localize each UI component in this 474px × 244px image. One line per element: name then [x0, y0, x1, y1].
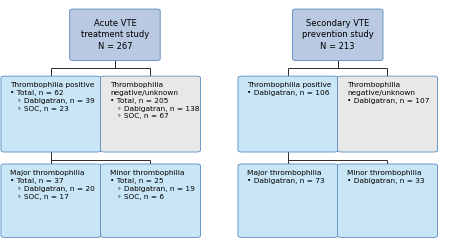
FancyBboxPatch shape [100, 76, 201, 152]
Text: Secondary VTE
prevention study
N = 213: Secondary VTE prevention study N = 213 [302, 19, 374, 51]
Text: Acute VTE
treatment study
N = 267: Acute VTE treatment study N = 267 [81, 19, 149, 51]
Text: Thrombophilia
negative/unknown
• Total, n = 205
   ◦ Dabigatran, n = 138
   ◦ SO: Thrombophilia negative/unknown • Total, … [110, 82, 200, 120]
FancyBboxPatch shape [238, 76, 338, 152]
Text: Major thrombophilia
• Dabigatran, n = 73: Major thrombophilia • Dabigatran, n = 73 [247, 170, 325, 184]
FancyBboxPatch shape [337, 164, 438, 237]
Text: Thrombophilia positive
• Dabigatran, n = 106: Thrombophilia positive • Dabigatran, n =… [247, 82, 332, 96]
FancyBboxPatch shape [1, 164, 101, 237]
FancyBboxPatch shape [238, 164, 338, 237]
FancyBboxPatch shape [70, 9, 160, 61]
Text: Minor thrombophilia
• Total, n = 25
   ◦ Dabigatran, n = 19
   ◦ SOC, n = 6: Minor thrombophilia • Total, n = 25 ◦ Da… [110, 170, 195, 200]
Text: Major thrombophilia
• Total, n = 37
   ◦ Dabigatran, n = 20
   ◦ SOC, n = 17: Major thrombophilia • Total, n = 37 ◦ Da… [10, 170, 95, 200]
FancyBboxPatch shape [1, 76, 101, 152]
Text: Thrombophilia
negative/unknown
• Dabigatran, n = 107: Thrombophilia negative/unknown • Dabigat… [347, 82, 429, 104]
Text: Minor thrombophilia
• Dabigatran, n = 33: Minor thrombophilia • Dabigatran, n = 33 [347, 170, 425, 184]
FancyBboxPatch shape [100, 164, 201, 237]
FancyBboxPatch shape [292, 9, 383, 61]
FancyBboxPatch shape [337, 76, 438, 152]
Text: Thrombophilia positive
• Total, n = 62
   ◦ Dabigatran, n = 39
   ◦ SOC, n = 23: Thrombophilia positive • Total, n = 62 ◦… [10, 82, 95, 112]
